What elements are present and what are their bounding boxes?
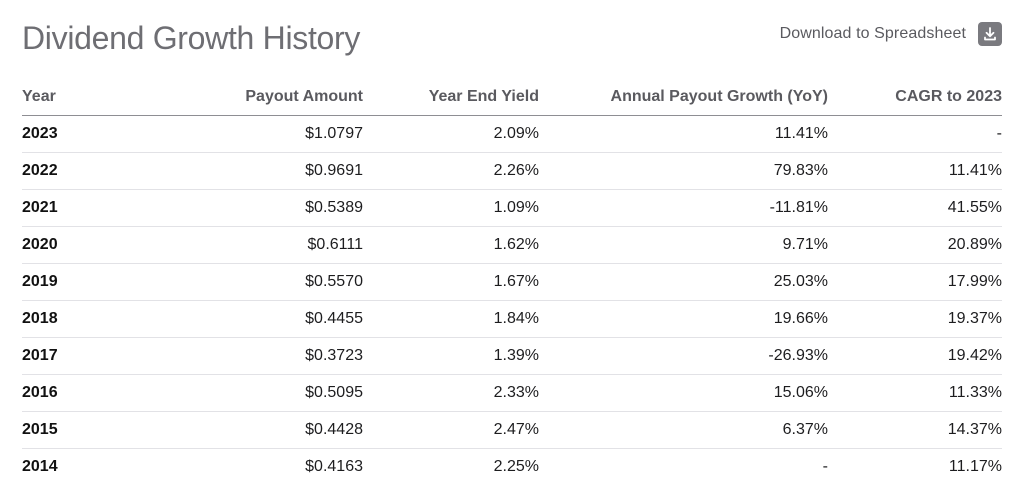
cell-payout-amount: $0.3723 bbox=[142, 337, 363, 375]
cell-annual-payout-growth: 25.03% bbox=[539, 263, 828, 301]
column-header-cagr[interactable]: CAGR to 2023 bbox=[828, 78, 1002, 116]
cell-payout-amount: $0.5095 bbox=[142, 374, 363, 412]
cell-annual-payout-growth: 79.83% bbox=[539, 152, 828, 190]
table-row: 2014 $0.4163 2.25% - 11.17% bbox=[22, 449, 1002, 486]
cell-year-end-yield: 2.33% bbox=[363, 374, 539, 412]
dividend-table-container: Year Payout Amount Year End Yield Annual… bbox=[22, 78, 1002, 485]
cell-year-end-yield: 1.39% bbox=[363, 337, 539, 375]
cell-cagr: 14.37% bbox=[828, 411, 1002, 449]
table-row: 2019 $0.5570 1.67% 25.03% 17.99% bbox=[22, 263, 1002, 301]
cell-cagr: 11.41% bbox=[828, 152, 1002, 190]
cell-year-end-yield: 1.62% bbox=[363, 226, 539, 264]
cell-year: 2017 bbox=[22, 337, 142, 375]
column-header-payout-amount[interactable]: Payout Amount bbox=[142, 78, 363, 116]
cell-cagr: 20.89% bbox=[828, 226, 1002, 264]
cell-year: 2016 bbox=[22, 374, 142, 412]
cell-year-end-yield: 2.47% bbox=[363, 411, 539, 449]
table-row: 2021 $0.5389 1.09% -11.81% 41.55% bbox=[22, 189, 1002, 227]
table-row: 2018 $0.4455 1.84% 19.66% 19.37% bbox=[22, 300, 1002, 338]
cell-year: 2023 bbox=[22, 115, 142, 153]
cell-year: 2020 bbox=[22, 226, 142, 264]
cell-payout-amount: $0.4163 bbox=[305, 458, 363, 475]
cell-cagr: 19.42% bbox=[828, 337, 1002, 375]
download-arrow-glyph bbox=[984, 27, 996, 41]
cell-payout-amount: $0.4455 bbox=[142, 300, 363, 338]
cell-year-end-yield: 1.09% bbox=[363, 189, 539, 227]
cell-year: 2014 bbox=[22, 458, 58, 475]
column-header-year-end-yield[interactable]: Year End Yield bbox=[363, 78, 539, 116]
cell-payout-amount: $0.6111 bbox=[142, 226, 363, 264]
cell-year: 2021 bbox=[22, 189, 142, 227]
cell-annual-payout-growth: -11.81% bbox=[539, 189, 828, 227]
cell-cagr: 17.99% bbox=[828, 263, 1002, 301]
column-header-year[interactable]: Year bbox=[22, 78, 142, 116]
cell-annual-payout-growth: 11.41% bbox=[539, 115, 828, 153]
cell-payout-amount: $1.0797 bbox=[142, 115, 363, 153]
cell-year-end-yield: 2.25% bbox=[493, 458, 539, 475]
cell-annual-payout-growth: 6.37% bbox=[539, 411, 828, 449]
table-row: 2017 $0.3723 1.39% -26.93% 19.42% bbox=[22, 337, 1002, 375]
table-row: 2020 $0.6111 1.62% 9.71% 20.89% bbox=[22, 226, 1002, 264]
cell-annual-payout-growth: - bbox=[822, 458, 828, 475]
cell-payout-amount: $0.4428 bbox=[142, 411, 363, 449]
cell-annual-payout-growth: 19.66% bbox=[539, 300, 828, 338]
table-row: 2015 $0.4428 2.47% 6.37% 14.37% bbox=[22, 411, 1002, 449]
cell-cagr: 41.55% bbox=[828, 189, 1002, 227]
cell-year-end-yield: 1.67% bbox=[363, 263, 539, 301]
cell-year: 2018 bbox=[22, 300, 142, 338]
cell-cagr: 19.37% bbox=[828, 300, 1002, 338]
cell-year-end-yield: 1.84% bbox=[363, 300, 539, 338]
cell-annual-payout-growth: 15.06% bbox=[539, 374, 828, 412]
cell-annual-payout-growth: -26.93% bbox=[539, 337, 828, 375]
cell-payout-amount: $0.9691 bbox=[142, 152, 363, 190]
cell-year: 2022 bbox=[22, 152, 142, 190]
cell-payout-amount: $0.5389 bbox=[142, 189, 363, 227]
download-label: Download to Spreadsheet bbox=[779, 25, 966, 42]
cell-cagr: - bbox=[828, 115, 1002, 153]
page-title: Dividend Growth History bbox=[22, 20, 361, 56]
column-header-annual-payout-growth[interactable]: Annual Payout Growth (YoY) bbox=[539, 78, 828, 116]
cell-cagr: 11.33% bbox=[828, 374, 1002, 412]
dividend-growth-table: Year Payout Amount Year End Yield Annual… bbox=[22, 78, 1002, 485]
cell-payout-amount: $0.5570 bbox=[142, 263, 363, 301]
table-row: 2022 $0.9691 2.26% 79.83% 11.41% bbox=[22, 152, 1002, 190]
download-icon[interactable] bbox=[978, 22, 1002, 46]
cell-year-end-yield: 2.09% bbox=[363, 115, 539, 153]
table-row: 2023 $1.0797 2.09% 11.41% - bbox=[22, 115, 1002, 153]
cell-cagr: 11.17% bbox=[948, 458, 1002, 475]
cell-year: 2019 bbox=[22, 263, 142, 301]
cell-year-end-yield: 2.26% bbox=[363, 152, 539, 190]
table-row: 2016 $0.5095 2.33% 15.06% 11.33% bbox=[22, 374, 1002, 412]
download-spreadsheet-link[interactable]: Download to Spreadsheet bbox=[780, 22, 1002, 46]
cell-year: 2015 bbox=[22, 411, 142, 449]
cell-annual-payout-growth: 9.71% bbox=[539, 226, 828, 264]
table-header-row: Year Payout Amount Year End Yield Annual… bbox=[22, 78, 1002, 116]
